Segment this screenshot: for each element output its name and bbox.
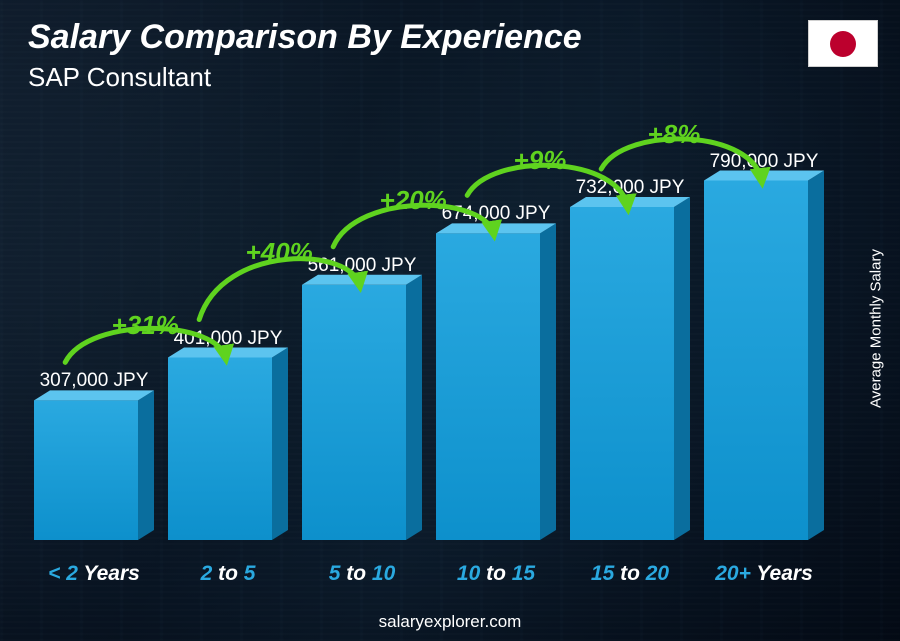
- y-axis-label: Average Monthly Salary: [868, 239, 885, 419]
- value-label: 732,000 JPY: [560, 177, 700, 199]
- x-axis-label: 2 to 5: [154, 562, 302, 586]
- pct-change-label: +31%: [112, 310, 179, 341]
- chart-canvas: Salary Comparison By Experience SAP Cons…: [0, 0, 900, 641]
- japan-flag-icon: [808, 20, 878, 67]
- x-axis-label: < 2 Years: [20, 562, 168, 586]
- pct-change-label: +20%: [380, 185, 447, 216]
- flag-disc: [830, 31, 856, 57]
- footer-attribution: salaryexplorer.com: [0, 612, 900, 632]
- bar: [436, 120, 540, 550]
- x-axis-label: 10 to 15: [422, 562, 570, 586]
- x-axis-label: 20+ Years: [690, 562, 838, 586]
- value-label: 790,000 JPY: [694, 151, 834, 173]
- value-label: 561,000 JPY: [292, 255, 432, 277]
- page-subtitle: SAP Consultant: [28, 62, 211, 93]
- value-label: 307,000 JPY: [24, 370, 164, 392]
- x-axis-label: 15 to 20: [556, 562, 704, 586]
- value-label: 401,000 JPY: [158, 328, 298, 350]
- pct-change-label: +8%: [648, 119, 701, 150]
- pct-change-label: +9%: [514, 145, 567, 176]
- bar: [704, 120, 808, 550]
- pct-change-label: +40%: [246, 237, 313, 268]
- page-title: Salary Comparison By Experience: [28, 18, 582, 57]
- value-label: 674,000 JPY: [426, 203, 566, 225]
- x-axis-label: 5 to 10: [288, 562, 436, 586]
